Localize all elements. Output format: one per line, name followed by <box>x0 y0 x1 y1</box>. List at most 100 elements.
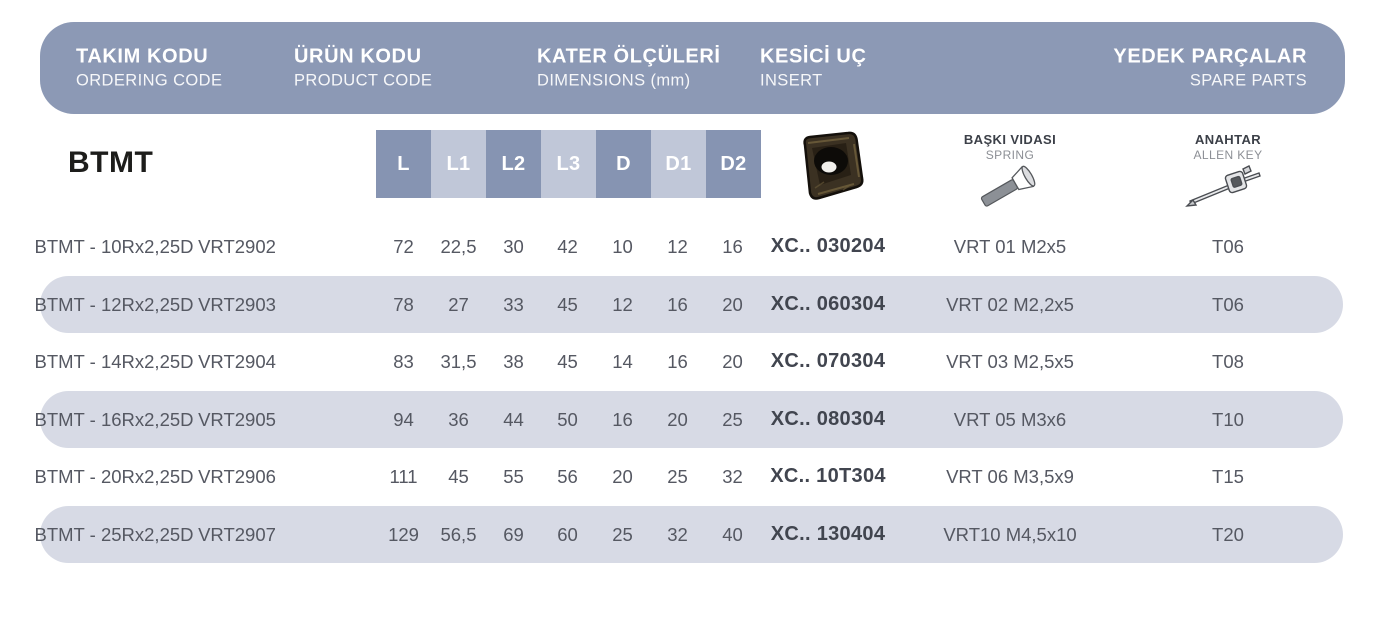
dim-value-D2: 20 <box>722 293 743 315</box>
header-subtitle: DIMENSIONS (mm) <box>537 71 691 90</box>
insert-code-cell: XC.. 10T304 <box>770 465 886 487</box>
dim-column-header-D1: D1 <box>651 130 706 198</box>
allen-key-icon <box>1183 157 1271 218</box>
dim-value-L1: 45 <box>448 465 469 487</box>
dim-column-header-L3: L3 <box>541 130 596 198</box>
dim-column-header-L1: L1 <box>431 130 486 198</box>
table-row: BTMT - 16Rx2,25D VRT2905 94 36 44 50 16 … <box>34 391 1343 448</box>
allen-key-cell: T06 <box>1212 293 1244 315</box>
dim-value-D1: 25 <box>667 465 688 487</box>
dim-value-L2: 38 <box>503 350 524 372</box>
allen-key-subtitle: ALLEN KEY <box>1193 148 1263 163</box>
dim-column-header-L: L <box>376 130 431 198</box>
header-title: TAKIM KODU <box>76 45 209 68</box>
series-title: BTMT <box>68 146 154 179</box>
ordering-code-cell: BTMT - 16Rx2,25D <box>34 408 194 430</box>
header-group-product-code: ÜRÜN KODU PRODUCT CODE <box>294 46 432 91</box>
dim-column-header-L2: L2 <box>486 130 541 198</box>
carbide-insert-image <box>788 130 870 211</box>
table-row: BTMT - 12Rx2,25D VRT2903 78 27 33 45 12 … <box>34 276 1343 333</box>
spring-code-cell: VRT10 M4,5x10 <box>943 523 1077 545</box>
header-subtitle: PRODUCT CODE <box>294 71 433 90</box>
dim-value-D: 10 <box>612 235 633 257</box>
dim-value-L1: 27 <box>448 293 469 315</box>
allen-key-title: ANAHTAR <box>1194 132 1262 147</box>
header-title: ÜRÜN KODU <box>294 45 422 68</box>
dim-value-L2: 44 <box>503 408 524 430</box>
dim-value-D1: 12 <box>667 235 688 257</box>
insert-code-cell: XC.. 030204 <box>770 235 886 257</box>
table-row: BTMT - 10Rx2,25D VRT2902 72 22,5 30 42 1… <box>34 218 1343 275</box>
ordering-code-cell: BTMT - 10Rx2,25D <box>34 235 194 257</box>
dim-column-header-D: D <box>596 130 651 198</box>
dim-value-D1: 16 <box>667 350 688 372</box>
header-group-ordering-code: TAKIM KODU ORDERING CODE <box>76 46 222 91</box>
ordering-code-cell: BTMT - 14Rx2,25D <box>34 350 194 372</box>
dim-value-D2: 32 <box>722 465 743 487</box>
header-group-dimensions: KATER ÖLÇÜLERİ DIMENSIONS (mm) <box>537 46 721 91</box>
dim-value-D: 16 <box>612 408 633 430</box>
dim-value-D2: 16 <box>722 235 743 257</box>
dim-value-L1: 36 <box>448 408 469 430</box>
allen-key-cell: T10 <box>1212 408 1244 430</box>
dim-value-L3: 60 <box>557 523 578 545</box>
dim-value-L3: 42 <box>557 235 578 257</box>
ordering-code-cell: BTMT - 25Rx2,25D <box>34 523 194 545</box>
allen-key-cell: T08 <box>1212 350 1244 372</box>
table-row: BTMT - 14Rx2,25D VRT2904 83 31,5 38 45 1… <box>34 333 1343 390</box>
table-header-bar: TAKIM KODU ORDERING CODE ÜRÜN KODU PRODU… <box>40 22 1345 114</box>
allen-key-column-header: ANAHTAR ALLEN KEY <box>1148 132 1308 163</box>
dim-value-D: 14 <box>612 350 633 372</box>
product-code-cell: VRT2905 <box>198 408 276 430</box>
header-group-insert: KESİCİ UÇ INSERT <box>760 46 867 91</box>
dim-value-L: 72 <box>393 235 414 257</box>
spring-code-cell: VRT 05 M3x6 <box>953 408 1067 430</box>
dim-value-L: 83 <box>393 350 414 372</box>
dim-value-L1: 56,5 <box>440 523 477 545</box>
dim-value-L2: 33 <box>503 293 524 315</box>
dim-column-header-D2: D2 <box>706 130 761 198</box>
dim-value-L2: 30 <box>503 235 524 257</box>
dim-value-D: 25 <box>612 523 633 545</box>
dim-value-L3: 45 <box>557 350 578 372</box>
dim-value-D1: 32 <box>667 523 688 545</box>
allen-key-cell: T06 <box>1212 235 1244 257</box>
allen-key-cell: T20 <box>1212 523 1244 545</box>
dim-value-D1: 20 <box>667 408 688 430</box>
dim-value-L: 94 <box>393 408 414 430</box>
header-group-spare-parts: YEDEK PARÇALAR SPARE PARTS <box>1113 46 1307 91</box>
spring-column-header: BAŞKI VIDASI SPRING <box>930 132 1090 163</box>
spring-title: BAŞKI VIDASI <box>963 132 1057 147</box>
dimension-column-headers: L L1 L2 L3 D D1 D2 <box>376 130 761 198</box>
dim-value-D2: 25 <box>722 408 743 430</box>
header-title: KATER ÖLÇÜLERİ <box>537 45 721 68</box>
spring-subtitle: SPRING <box>985 148 1035 163</box>
product-code-cell: VRT2906 <box>198 465 276 487</box>
header-subtitle: SPARE PARTS <box>1189 71 1307 90</box>
allen-key-cell: T15 <box>1212 465 1244 487</box>
insert-code-cell: XC.. 060304 <box>770 293 886 315</box>
ordering-code-cell: BTMT - 20Rx2,25D <box>34 465 194 487</box>
dim-value-D2: 20 <box>722 350 743 372</box>
dim-value-D: 20 <box>612 465 633 487</box>
dim-value-L: 78 <box>393 293 414 315</box>
ordering-code-cell: BTMT - 12Rx2,25D <box>34 293 194 315</box>
dim-value-L3: 50 <box>557 408 578 430</box>
product-code-cell: VRT2902 <box>198 235 276 257</box>
dim-value-D2: 40 <box>722 523 743 545</box>
header-subtitle: INSERT <box>760 71 823 90</box>
product-code-cell: VRT2904 <box>198 350 276 372</box>
dim-value-L3: 56 <box>557 465 578 487</box>
header-title: YEDEK PARÇALAR <box>1113 45 1307 68</box>
spring-code-cell: VRT 02 M2,2x5 <box>946 293 1074 315</box>
screw-icon <box>975 160 1047 217</box>
insert-code-cell: XC.. 070304 <box>770 350 886 372</box>
dim-value-L2: 55 <box>503 465 524 487</box>
insert-code-cell: XC.. 080304 <box>770 408 886 430</box>
dim-value-L1: 31,5 <box>440 350 477 372</box>
spring-code-cell: VRT 03 M2,5x5 <box>946 350 1074 372</box>
header-subtitle: ORDERING CODE <box>76 71 223 90</box>
dim-value-L: 129 <box>388 523 419 545</box>
insert-code-cell: XC.. 130404 <box>770 523 886 545</box>
